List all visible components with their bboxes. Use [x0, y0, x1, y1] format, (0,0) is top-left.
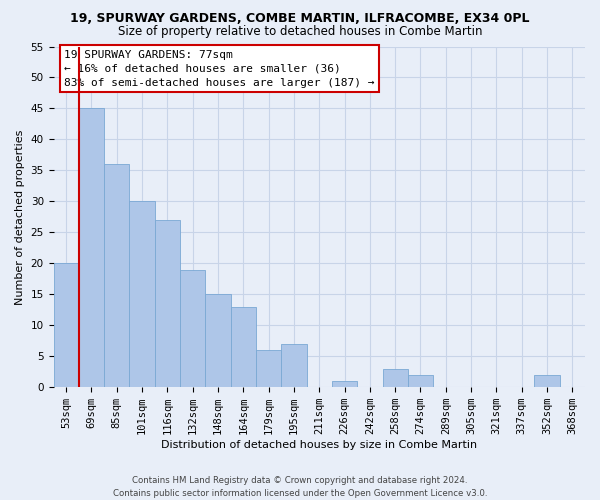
- Text: Size of property relative to detached houses in Combe Martin: Size of property relative to detached ho…: [118, 25, 482, 38]
- Bar: [332, 381, 357, 387]
- Bar: [104, 164, 130, 387]
- Bar: [79, 108, 104, 387]
- X-axis label: Distribution of detached houses by size in Combe Martin: Distribution of detached houses by size …: [161, 440, 478, 450]
- Bar: [53, 264, 79, 387]
- Bar: [281, 344, 307, 387]
- Bar: [180, 270, 205, 387]
- Bar: [408, 375, 433, 387]
- Bar: [205, 294, 230, 387]
- Bar: [230, 306, 256, 387]
- Bar: [535, 375, 560, 387]
- Bar: [383, 368, 408, 387]
- Bar: [256, 350, 281, 387]
- Text: 19, SPURWAY GARDENS, COMBE MARTIN, ILFRACOMBE, EX34 0PL: 19, SPURWAY GARDENS, COMBE MARTIN, ILFRA…: [70, 12, 530, 26]
- Text: Contains HM Land Registry data © Crown copyright and database right 2024.
Contai: Contains HM Land Registry data © Crown c…: [113, 476, 487, 498]
- Bar: [155, 220, 180, 387]
- Text: 19 SPURWAY GARDENS: 77sqm
← 16% of detached houses are smaller (36)
83% of semi-: 19 SPURWAY GARDENS: 77sqm ← 16% of detac…: [64, 50, 374, 88]
- Y-axis label: Number of detached properties: Number of detached properties: [15, 129, 25, 304]
- Bar: [130, 202, 155, 387]
